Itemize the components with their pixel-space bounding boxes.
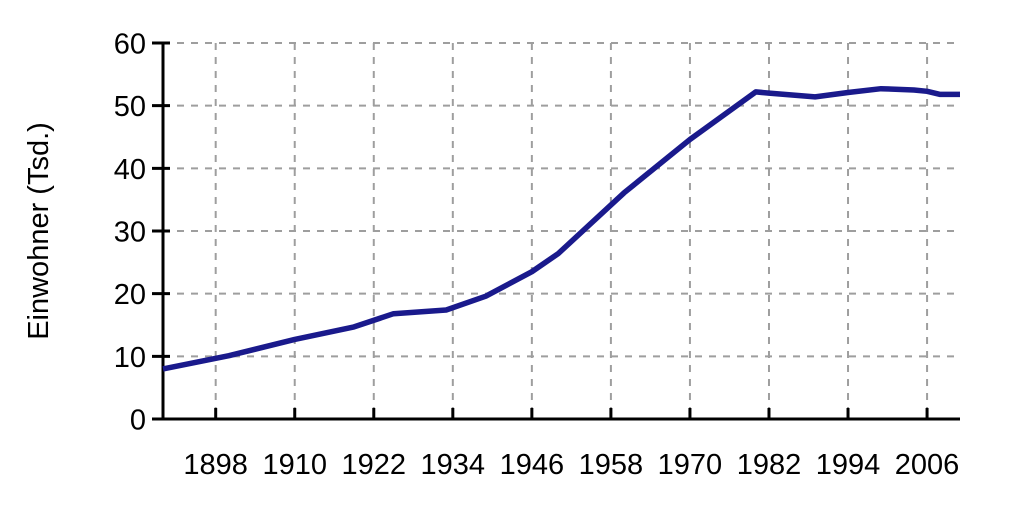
y-tick-label: 10	[114, 342, 146, 374]
x-tick-label: 1982	[737, 449, 802, 481]
x-tick-label: 2006	[895, 449, 960, 481]
y-tick-label: 50	[114, 91, 146, 123]
x-tick-label: 1922	[342, 449, 407, 481]
y-axis-title: Einwohner (Tsd.)	[23, 122, 55, 340]
y-tick-label: 20	[114, 279, 146, 311]
x-tick-label: 1970	[658, 449, 723, 481]
x-tick-label: 1934	[421, 449, 486, 481]
population-series-line	[162, 85, 960, 372]
y-tick-label: 40	[114, 154, 146, 186]
x-tick-label: 1994	[816, 449, 881, 481]
x-tick-label: 1910	[262, 449, 327, 481]
x-tick-label: 1946	[500, 449, 565, 481]
y-tick-label: 0	[130, 405, 146, 437]
x-tick-label: 1898	[183, 449, 248, 481]
x-tick-label: 1958	[579, 449, 644, 481]
y-tick-label: 30	[114, 217, 146, 249]
y-tick-label: 60	[114, 29, 146, 61]
